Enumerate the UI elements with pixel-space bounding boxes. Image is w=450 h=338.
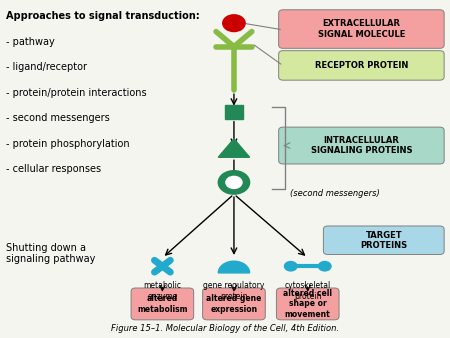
Text: metabolic
enzyme: metabolic enzyme bbox=[144, 281, 181, 301]
Text: (second messengers): (second messengers) bbox=[290, 189, 380, 198]
Text: altered cell
shape or
movement: altered cell shape or movement bbox=[283, 289, 332, 319]
FancyBboxPatch shape bbox=[279, 127, 444, 164]
Circle shape bbox=[319, 262, 331, 271]
Text: Figure 15–1. Molecular Biology of the Cell, 4th Edition.: Figure 15–1. Molecular Biology of the Ce… bbox=[111, 324, 339, 333]
FancyBboxPatch shape bbox=[279, 10, 444, 48]
FancyBboxPatch shape bbox=[202, 288, 265, 320]
Text: - pathway: - pathway bbox=[6, 37, 54, 47]
Circle shape bbox=[284, 262, 297, 271]
Text: - ligand/receptor: - ligand/receptor bbox=[6, 63, 87, 72]
Text: - cellular responses: - cellular responses bbox=[6, 164, 101, 174]
Text: altered
metabolism: altered metabolism bbox=[137, 294, 188, 314]
Polygon shape bbox=[218, 139, 250, 157]
Text: - protein phosphorylation: - protein phosphorylation bbox=[6, 139, 130, 149]
Text: Shutting down a
signaling pathway: Shutting down a signaling pathway bbox=[6, 243, 95, 264]
Circle shape bbox=[223, 15, 245, 31]
Text: TARGET
PROTEINS: TARGET PROTEINS bbox=[360, 231, 407, 250]
FancyBboxPatch shape bbox=[131, 288, 194, 320]
FancyBboxPatch shape bbox=[324, 226, 444, 255]
FancyBboxPatch shape bbox=[279, 51, 444, 80]
Text: INTRACELLULAR
SIGNALING PROTEINS: INTRACELLULAR SIGNALING PROTEINS bbox=[310, 136, 412, 155]
FancyBboxPatch shape bbox=[276, 288, 339, 320]
Text: RECEPTOR PROTEIN: RECEPTOR PROTEIN bbox=[315, 61, 408, 70]
Text: gene regulatory
protein: gene regulatory protein bbox=[203, 281, 265, 301]
Text: - second messengers: - second messengers bbox=[6, 113, 110, 123]
Text: - protein/protein interactions: - protein/protein interactions bbox=[6, 88, 147, 98]
Text: cytoskeletal
protein: cytoskeletal protein bbox=[284, 281, 331, 301]
Text: altered gene
expression: altered gene expression bbox=[206, 294, 261, 314]
Text: EXTRACELLULAR
SIGNAL MOLECULE: EXTRACELLULAR SIGNAL MOLECULE bbox=[318, 19, 405, 39]
Bar bbox=[225, 105, 243, 119]
Text: Approaches to signal transduction:: Approaches to signal transduction: bbox=[6, 11, 200, 21]
Circle shape bbox=[226, 176, 242, 189]
Circle shape bbox=[218, 171, 250, 194]
Wedge shape bbox=[218, 261, 250, 273]
